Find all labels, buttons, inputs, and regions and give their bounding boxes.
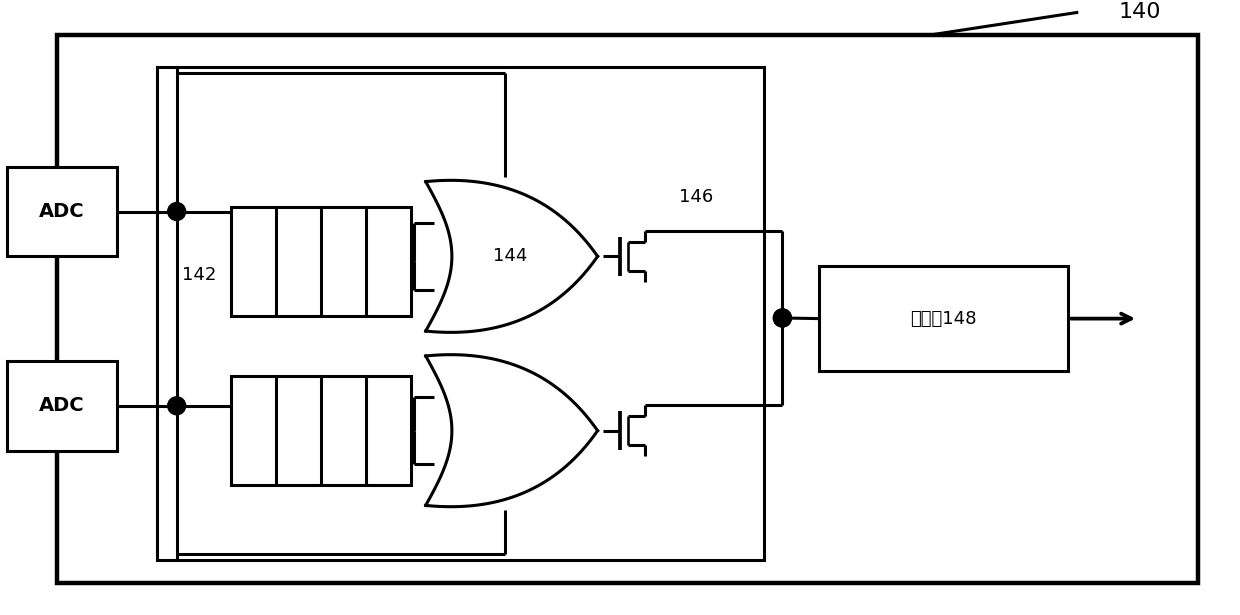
Text: ADC: ADC xyxy=(40,202,84,221)
Circle shape xyxy=(774,309,791,327)
Circle shape xyxy=(167,202,186,221)
Bar xyxy=(7,361,117,451)
Text: 144: 144 xyxy=(494,247,527,265)
Bar xyxy=(820,266,1069,371)
Circle shape xyxy=(774,309,791,327)
Bar xyxy=(7,167,117,256)
Circle shape xyxy=(167,397,186,415)
Bar xyxy=(232,376,410,485)
Bar xyxy=(232,207,410,316)
Text: 146: 146 xyxy=(680,188,714,206)
Text: 140: 140 xyxy=(1118,2,1161,22)
Text: 编码器148: 编码器148 xyxy=(910,309,977,328)
Bar xyxy=(156,67,764,560)
Text: 142: 142 xyxy=(181,266,216,284)
Bar xyxy=(57,35,1198,583)
Text: ADC: ADC xyxy=(40,396,84,415)
